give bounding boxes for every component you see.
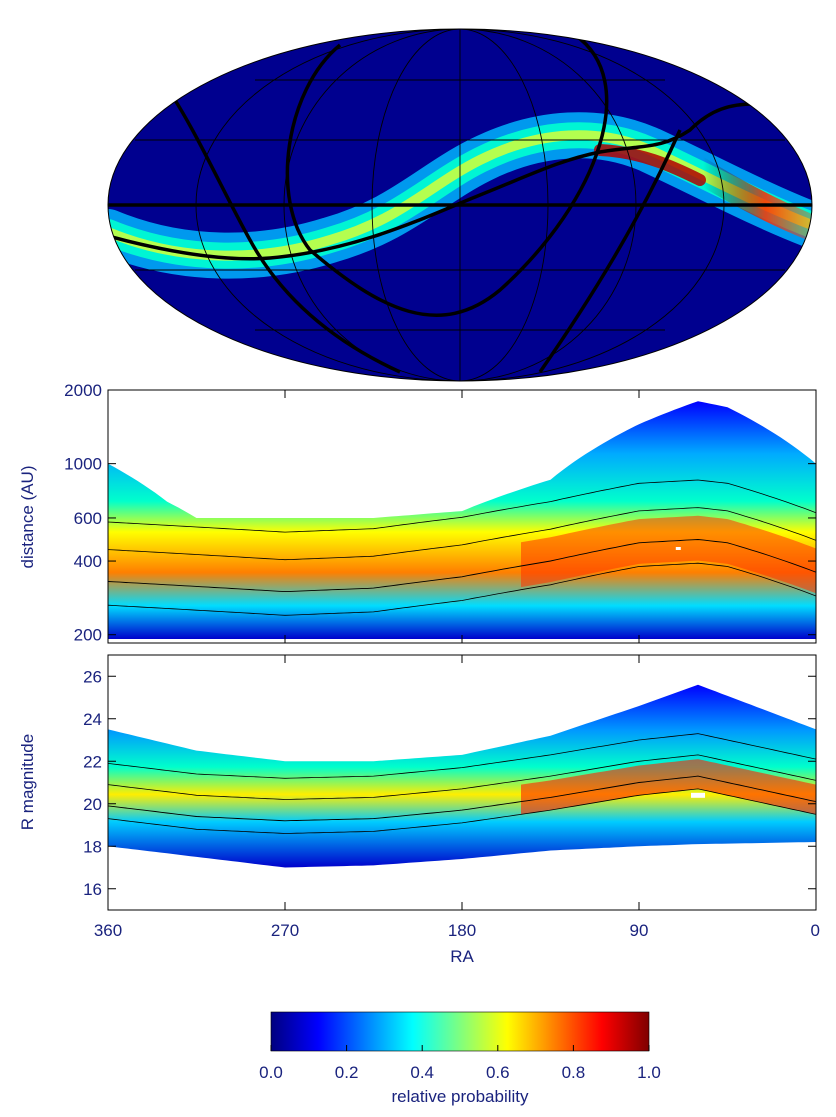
colorbar-tick-label: 0.2 (335, 1063, 359, 1082)
distance-ytick-label: 200 (74, 626, 102, 645)
ra-xtick-label: 90 (630, 921, 649, 940)
colorbar-tick-label: 0.6 (486, 1063, 510, 1082)
galactic-plane-curve (173, 99, 401, 374)
colorbar-tick-label: 1.0 (637, 1063, 661, 1082)
sky-map-loop-curve (285, 33, 609, 317)
sky-map-reference-curves (108, 33, 812, 374)
colorbar-tick-label: 0.0 (259, 1063, 283, 1082)
magnitude-ytick-label: 16 (83, 880, 102, 899)
magnitude-ylabel: R magnitude (18, 734, 37, 830)
distance-peak-marker (675, 547, 681, 550)
magnitude-heatmap (108, 684, 816, 868)
ra-xtick-label: 180 (448, 921, 476, 940)
magnitude-ytick-label: 26 (83, 667, 102, 686)
distance-ytick-label: 600 (74, 509, 102, 528)
sky-map (107, 28, 813, 382)
distance-ytick-label: 1000 (64, 455, 102, 474)
magnitude-ytick-label: 18 (83, 837, 102, 856)
distance-lower-contour (108, 507, 816, 616)
colorbar-tick-label: 0.4 (410, 1063, 434, 1082)
distance-median-curve (108, 539, 816, 593)
magnitude-ytick-label: 24 (83, 710, 102, 729)
distance-panel: 2000 1000 600 400 200 distance (AU) (18, 381, 817, 645)
distance-upper-contour (108, 479, 816, 533)
distance-heatmap (108, 401, 816, 639)
distance-heatmap-hotspot (521, 515, 816, 594)
colorbar-tick-label: 0.8 (562, 1063, 586, 1082)
distance-ytick-label: 2000 (64, 381, 102, 400)
ra-xtick-label: 270 (271, 921, 299, 940)
magnitude-median-curve (108, 775, 816, 822)
distance-ytick-label: 400 (74, 552, 102, 571)
magnitude-y-ticks: 26 24 22 20 18 16 (83, 667, 816, 899)
sky-map-right-curve (538, 129, 682, 373)
colorbar-gradient (270, 1011, 650, 1052)
ra-xtick-label: 360 (94, 921, 122, 940)
colorbar-ticks: 0.0 0.2 0.4 0.6 0.8 1.0 (259, 1045, 661, 1082)
colorbar: 0.0 0.2 0.4 0.6 0.8 1.0 relative probability (259, 1011, 661, 1106)
ra-x-ticks: 360 270 180 90 0 (94, 390, 820, 940)
sky-map-band-hot (527, 122, 812, 241)
ra-xlabel: RA (450, 947, 474, 966)
distance-y-ticks: 2000 1000 600 400 200 (64, 381, 816, 645)
distance-ylabel: distance (AU) (18, 466, 37, 569)
ra-xtick-label: 0 (811, 921, 820, 940)
colorbar-label: relative probability (391, 1087, 529, 1106)
sky-map-sinuous-curve (108, 102, 761, 261)
magnitude-upper-contour (108, 733, 816, 800)
magnitude-panel: 26 24 22 20 18 16 360 270 180 90 0 R magnitude RA (18, 390, 820, 966)
magnitude-heatmap-hotspot (521, 759, 816, 815)
magnitude-lower-contour (108, 788, 816, 834)
sky-map-outline (107, 28, 813, 382)
magnitude-ytick-label: 20 (83, 795, 102, 814)
magnitude-peak-marker (691, 792, 705, 798)
magnitude-ytick-label: 22 (83, 752, 102, 771)
